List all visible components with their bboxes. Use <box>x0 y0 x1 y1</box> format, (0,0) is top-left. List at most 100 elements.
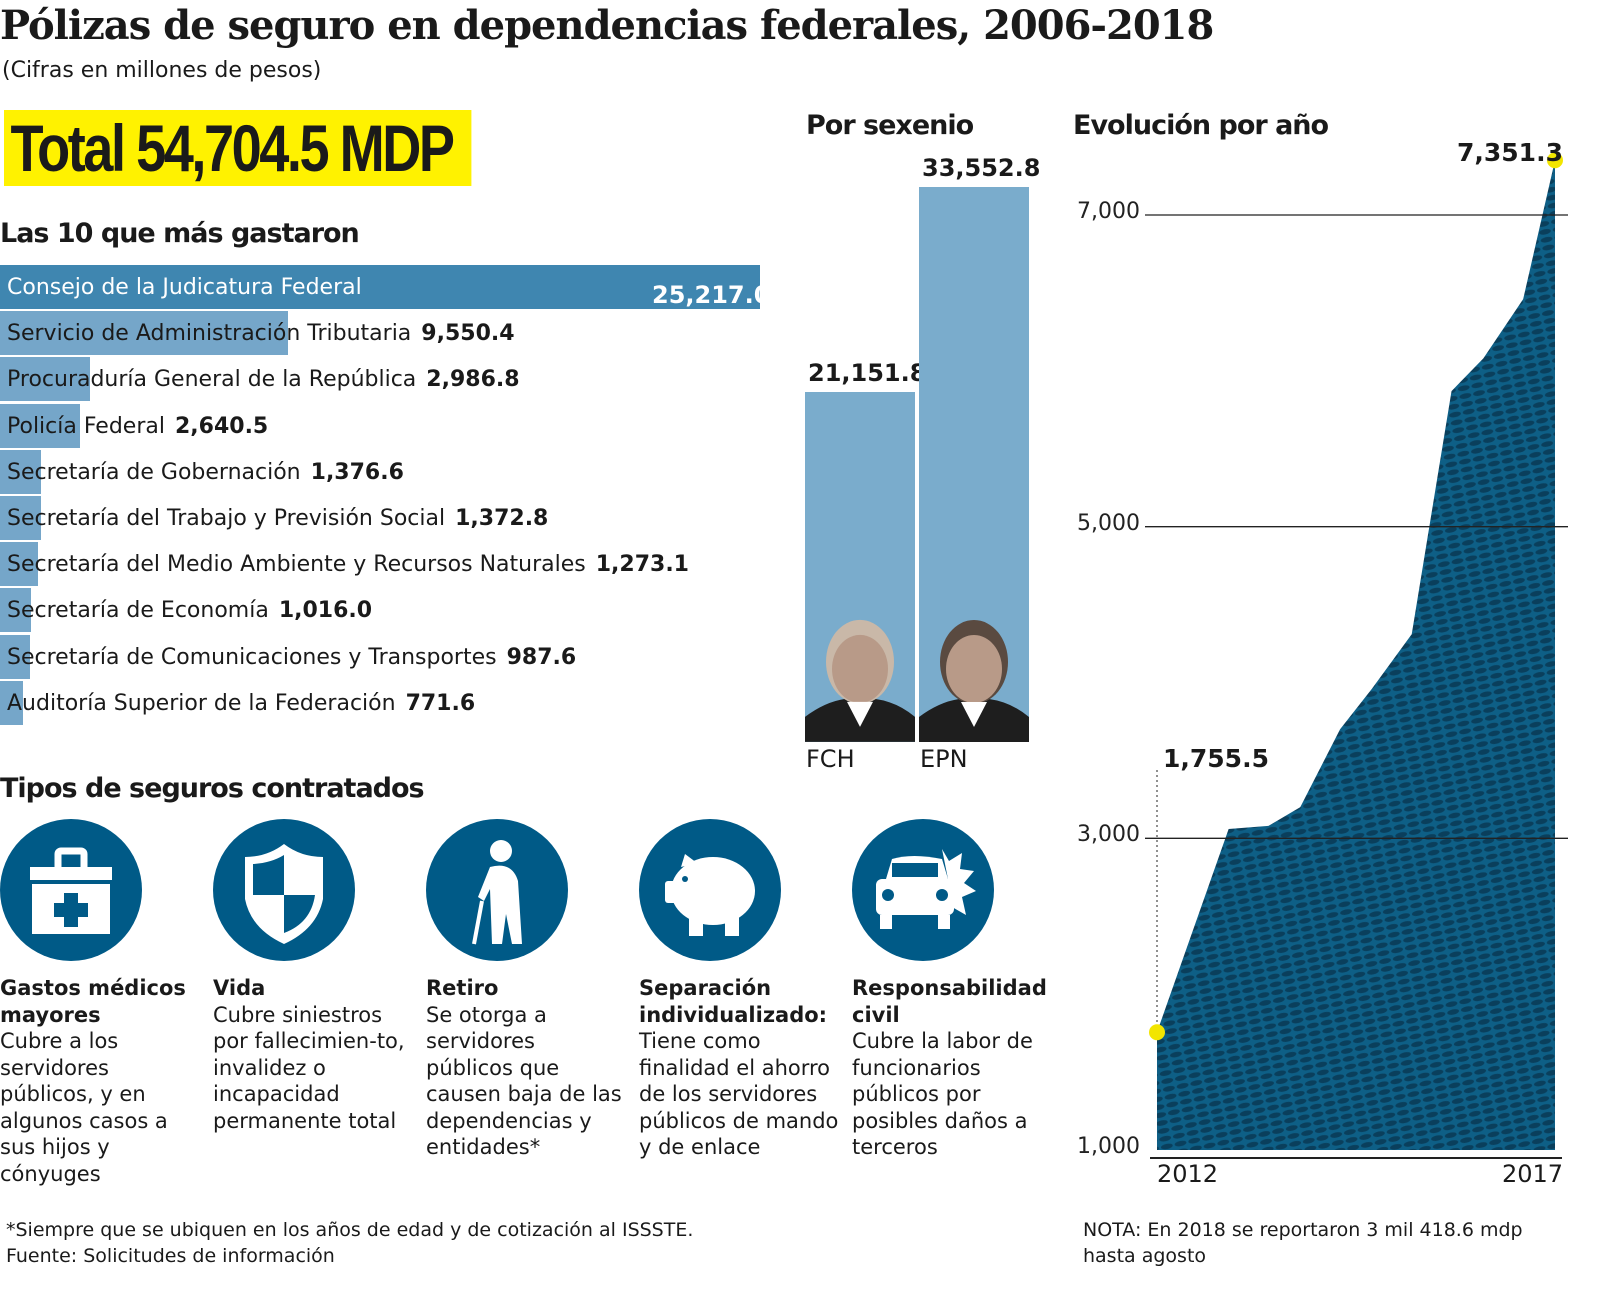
top10-value: 1,376.6 <box>310 459 404 485</box>
top10-heading: Las 10 que más gastaron <box>0 218 360 249</box>
top10-label: Secretaría de Comunicaciones y Transport… <box>7 644 497 670</box>
data-point-marker <box>1149 1024 1165 1041</box>
medical-kit-icon <box>0 819 142 961</box>
top10-bar <box>0 634 30 679</box>
top10-bar <box>0 357 91 402</box>
y-tick-label: 1,000 <box>1077 1134 1140 1159</box>
car-crash-icon <box>852 819 994 961</box>
insurance-type-text: Cubre la labor de funcionarios públicos … <box>852 1029 1033 1159</box>
note: NOTA: En 2018 se reportaron 3 mil 418.6 … <box>1083 1219 1523 1267</box>
top10-label: Consejo de la Judicatura Federal <box>7 275 362 300</box>
top10-label-wrap: Secretaría de Comunicaciones y Transport… <box>7 645 576 670</box>
top10-label-wrap: Servicio de Administración Tributaria 9,5… <box>7 321 515 346</box>
top10-row: Secretaría de Gobernación 1,376.6 <box>0 449 800 494</box>
top10-row: Servicio de Administración Tributaria 9,5… <box>0 311 800 356</box>
top10-label-wrap: Consejo de la Judicatura Federal <box>7 275 362 300</box>
top10-value: 1,372.8 <box>455 506 549 531</box>
top10-value: 1,273.1 <box>595 552 689 578</box>
data-label: 1,755.5 <box>1163 744 1269 773</box>
portrait-fch <box>805 619 915 742</box>
top10-row: Secretaría del Trabajo y Previsión Socia… <box>0 496 800 540</box>
shield-icon <box>213 819 355 961</box>
evolution-heading: Evolución por año <box>1073 110 1329 141</box>
source: Fuente: Solicitudes de información <box>6 1245 335 1267</box>
insurance-type-description: Retiro Se otorga a servidores públicos qu… <box>426 975 626 1161</box>
top10-label: Secretaría del Medio Ambiente y Recursos… <box>7 552 586 578</box>
data-label: 7,351.3 <box>1457 138 1563 167</box>
top10-label-wrap: Secretaría de Economía 1,016.0 <box>7 598 372 623</box>
sexenio-value: 33,552.8 <box>922 154 1041 182</box>
insurance-type-title: Separación individualizado: <box>639 976 828 1027</box>
insurance-type-description: Responsabilidad civil Cubre la labor de f… <box>852 975 1052 1161</box>
area-series <box>1157 160 1555 1151</box>
top10-label: Secretaría de Gobernación <box>7 459 301 485</box>
insurance-type-text: Se otorga a servidores públicos que caus… <box>426 1002 622 1160</box>
top10-row: Consejo de la Judicatura Federal 25,217.0 <box>0 265 800 309</box>
top10-label-wrap: Secretaría del Trabajo y Previsión Socia… <box>7 506 548 531</box>
piggy-bank-icon <box>639 819 781 961</box>
sexenio-bar <box>919 187 1029 742</box>
sexenio-name: FCH <box>806 745 855 773</box>
top10-label: Secretaría del Trabajo y Previsión Socia… <box>7 506 446 531</box>
sexenio-name: EPN <box>920 745 968 773</box>
page-title: Pólizas de seguro en dependencias federa… <box>0 2 1214 49</box>
top10-bar <box>0 449 42 494</box>
top10-bar <box>0 496 42 540</box>
top10-bar <box>0 403 80 448</box>
footnote: *Siempre que se ubiquen en los años de e… <box>6 1219 694 1241</box>
top10-value: 2,640.5 <box>174 413 269 439</box>
elderly-person-icon <box>426 819 568 961</box>
top10-value: 987.6 <box>506 644 577 670</box>
top10-bar <box>0 588 31 633</box>
top10-label-wrap: Policía Federal 2,640.5 <box>7 414 268 439</box>
top10-row: Procuraduría General de la República 2,98… <box>0 357 800 402</box>
insurance-type-title: Retiro <box>426 976 499 1000</box>
insurance-type-description: Gastos médicos mayores Cubre a los servid… <box>0 975 200 1187</box>
top10-value: 1,016.0 <box>278 598 373 624</box>
insurance-type-title: Responsabilidad civil <box>852 976 1047 1027</box>
top10-label: Servicio de Administración Tributaria <box>7 321 412 347</box>
top10-value: 2,986.8 <box>426 367 520 393</box>
insurance-type-title: Vida <box>213 976 266 1000</box>
subtitle: (Cifras en millones de pesos) <box>2 58 322 83</box>
x-tick-label: 2012 <box>1157 1160 1219 1188</box>
top10-label-wrap: Auditoría Superior de la Federación 771.6 <box>7 691 475 716</box>
insurance-type-description: Vida Cubre siniestros por fallecimien-to,… <box>213 975 413 1134</box>
top10-label: Policía Federal <box>7 413 165 439</box>
top10-bar <box>0 542 39 587</box>
top10-label-wrap: Secretaría del Medio Ambiente y Recursos… <box>7 552 689 577</box>
y-tick-label: 5,000 <box>1077 510 1140 536</box>
insurance-type-text: Cubre a los servidores públicos, y en al… <box>0 1029 168 1186</box>
top10-label-wrap: Procuraduría General de la República 2,98… <box>7 367 520 392</box>
top10-bar <box>0 680 24 725</box>
top10-row: Secretaría de Economía 1,016.0 <box>0 588 800 633</box>
y-tick-label: 3,000 <box>1077 822 1140 848</box>
tipos-heading: Tipos de seguros contratados <box>0 773 425 804</box>
top10-label: Secretaría de Economía <box>7 598 269 624</box>
top10-row: Policía Federal 2,640.5 <box>0 403 800 448</box>
insurance-type-description: Separación individualizado: Tiene como fi… <box>639 975 839 1161</box>
top10-value: 771.6 <box>405 690 476 716</box>
y-tick-label: 7,000 <box>1077 199 1140 224</box>
top10-row: Secretaría del Medio Ambiente y Recursos… <box>0 542 800 587</box>
portrait-epn <box>919 620 1029 742</box>
top10-bar <box>0 311 288 356</box>
sexenio-bar <box>805 392 915 742</box>
x-tick-label: 2017 <box>1502 1160 1564 1188</box>
top10-row: Secretaría de Comunicaciones y Transport… <box>0 634 800 679</box>
top10-label: Procuraduría General de la República <box>7 367 417 393</box>
top10-value: 25,217.0 <box>652 281 771 309</box>
insurance-type-text: Tiene como finalidad el ahorro de los se… <box>639 1029 839 1159</box>
top10-label-wrap: Secretaría de Gobernación 1,376.6 <box>7 460 404 485</box>
top10-bar <box>0 265 760 309</box>
top10-row: Auditoría Superior de la Federación 771.6 <box>0 680 800 725</box>
top10-label: Auditoría Superior de la Federación <box>7 690 396 716</box>
total-banner: Total 54,704.5 MDP <box>4 110 472 186</box>
top10-value: 9,550.4 <box>421 321 515 347</box>
sexenio-heading: Por sexenio <box>806 110 974 141</box>
insurance-type-text: Cubre siniestros por fallecimien-to, inv… <box>213 1002 405 1133</box>
data-point-marker <box>1547 152 1563 169</box>
insurance-type-title: Gastos médicos mayores <box>0 976 186 1027</box>
sexenio-value: 21,151.8 <box>808 359 927 388</box>
